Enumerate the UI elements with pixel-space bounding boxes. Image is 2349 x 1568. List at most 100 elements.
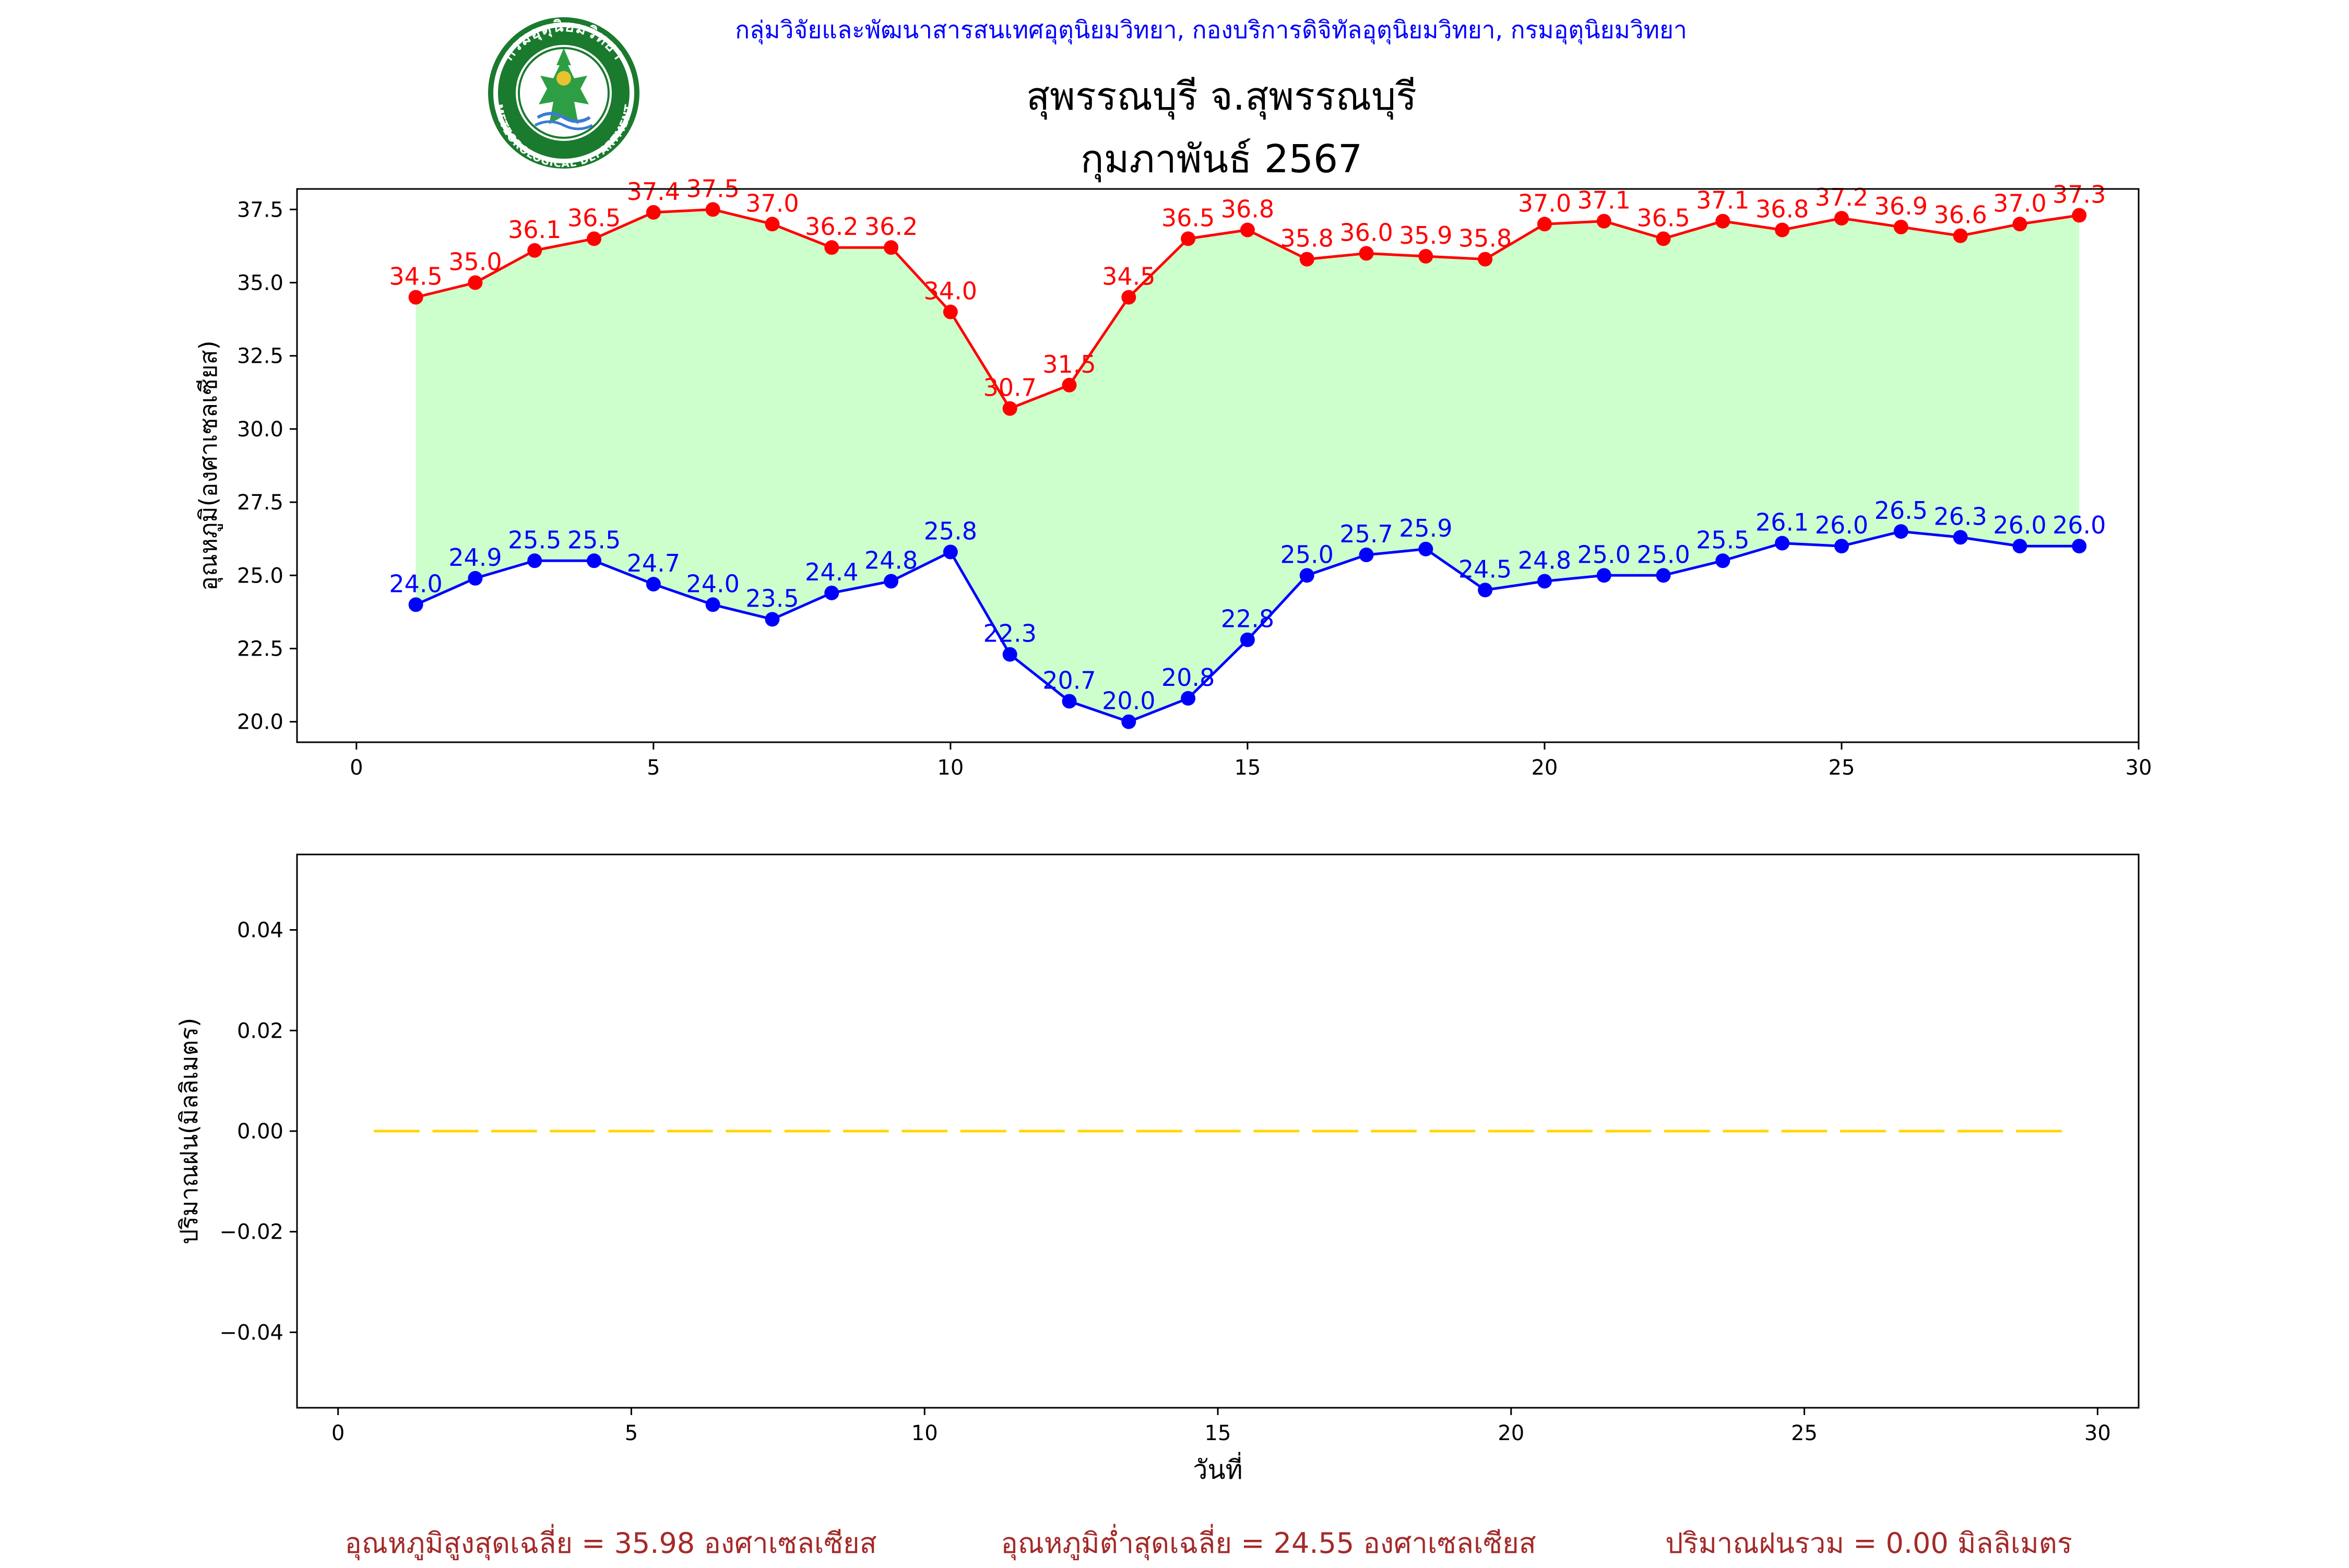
min-temperature-point [1359,548,1374,563]
max-temperature-label: 36.1 [508,216,561,244]
min-temperature-label: 26.3 [1933,502,1987,530]
max-temperature-label: 37.3 [2053,180,2106,208]
rainfall-y-ticks: −0.04 −0.02 0.00 0.02 0.04 [219,919,297,1345]
rainfall-x-axis-label: วันที่ [1193,1452,1242,1485]
max-temperature-point [1775,222,1790,237]
max-temperature-point [884,240,899,255]
min-temperature-label: 25.9 [1399,514,1452,542]
min-temperature-point [1893,524,1908,539]
max-temperature-label: 35.8 [1458,224,1512,253]
max-temperature-point [1834,211,1849,226]
rainfall-chart: 0 5 10 15 20 25 30 −0.04 −0.02 0.00 0.02 0.04 ปริม… [175,853,2140,1485]
y-tick-label: 22.5 [237,637,283,661]
max-temperature-point [943,304,958,319]
y-tick-label: 0.00 [237,1120,283,1144]
y-tick-label: 32.5 [237,345,283,369]
x-tick-label: 0 [350,756,363,780]
min-temperature-point [1478,583,1493,598]
min-temperature-point [1240,632,1255,647]
max-temperature-point [587,231,602,246]
y-tick-label: 30.0 [237,418,283,442]
rainfall-x-ticks: 0 5 10 15 20 25 30 [331,1408,2111,1445]
min-temperature-label: 24.0 [686,569,739,598]
min-temperature-point [587,553,602,568]
max-temperature-label: 36.0 [1339,218,1393,246]
min-temperature-label: 26.0 [2053,511,2106,539]
min-temperature-label: 20.0 [1102,687,1155,715]
min-temperature-label: 24.5 [1458,555,1512,583]
y-tick-label: 0.04 [237,919,283,943]
max-temperature-point [1002,401,1017,416]
max-temperature-label: 34.5 [389,263,442,291]
min-temperature-label: 25.0 [1577,540,1631,568]
min-temperature-point [1062,694,1077,709]
max-temperature-label: 35.0 [448,247,502,276]
min-temperature-label: 26.0 [1815,511,1868,539]
max-temperature-point [705,202,720,217]
x-tick-label: 25 [1829,756,1855,780]
min-temperature-point [527,553,542,568]
min-temperature-point [884,574,899,589]
max-temperature-label: 34.0 [924,277,977,305]
max-temperature-point [1062,377,1077,393]
max-temperature-label: 37.0 [1518,189,1571,217]
max-temperature-point [1359,246,1374,261]
summary-average-min: อุณหภูมิต่ำสุดเฉลี่ย = 24.55 องศาเซลเซีย… [1001,1524,1536,1561]
department-logo: กรมอุตุนิยมวิทยา METEOROLOGICAL DEPARTME… [488,17,639,170]
max-temperature-point [1240,222,1255,237]
max-temperature-point [1715,213,1730,229]
min-temperature-point [1121,714,1136,729]
temperature-y-ticks: 20.0 22.5 25.0 27.5 30.0 32.5 35.0 37.5 [237,198,297,734]
min-temperature-label: 25.0 [1280,540,1333,568]
max-temperature-point [765,217,780,232]
x-tick-label: 0 [331,1421,345,1445]
min-temperature-label: 24.4 [805,558,858,586]
max-temperature-point [1478,252,1493,267]
max-temperature-point [646,205,661,220]
x-tick-label: 20 [1498,1421,1524,1445]
max-temperature-point [1299,252,1314,267]
min-temperature-point [1596,568,1611,583]
min-temperature-label: 24.8 [1518,547,1571,575]
min-temperature-point [2072,539,2087,554]
max-temperature-point [1418,248,1433,264]
min-temperature-label: 24.8 [864,547,918,575]
max-temperature-label: 37.1 [1696,186,1749,215]
max-temperature-point [1121,290,1136,305]
min-temperature-label: 24.9 [448,543,502,572]
min-temperature-label: 26.5 [1875,496,1928,525]
temperature-points [408,202,2087,729]
x-tick-label: 5 [625,1421,638,1445]
x-tick-label: 30 [2084,1421,2111,1445]
max-temperature-point [2012,217,2027,232]
y-tick-label: 37.5 [237,198,283,222]
max-temperature-label: 37.0 [745,189,799,217]
organization-line: กลุ่มวิจัยและพัฒนาสารสนเทศอุตุนิยมวิทยา,… [735,16,1687,45]
max-temperature-point [1537,217,1552,232]
min-temperature-label: 20.8 [1161,663,1215,692]
min-temperature-label: 26.0 [1993,511,2046,539]
min-temperature-label: 25.5 [508,526,561,554]
summary-total-rain: ปริมาณฝนรวม = 0.00 มิลลิเมตร [1665,1527,2072,1560]
x-tick-label: 10 [911,1421,938,1445]
min-temperature-label: 22.8 [1221,605,1274,633]
min-temperature-point [468,571,483,586]
x-tick-label: 25 [1791,1421,1818,1445]
max-temperature-label: 37.4 [627,177,680,206]
min-temperature-label: 20.7 [1042,666,1096,694]
max-temperature-label: 36.2 [864,212,918,241]
y-tick-label: 20.0 [237,710,283,734]
max-temperature-label: 36.9 [1875,192,1928,220]
x-tick-label: 5 [647,756,660,780]
rainfall-y-axis-label: ปริมาณฝน(มิลลิเมตร) [175,1018,203,1244]
temperature-axes-frame [296,188,2140,743]
min-temperature-label: 25.0 [1636,540,1690,568]
station-title: สุพรรณบุรี จ.สุพรรณบุรี [1026,74,1417,120]
min-temperature-point [1002,647,1017,662]
max-temperature-label: 36.5 [1636,204,1690,232]
y-tick-label: 27.5 [237,491,283,515]
max-temperature-point [1596,213,1611,229]
max-temperature-label: 36.5 [1161,204,1215,232]
